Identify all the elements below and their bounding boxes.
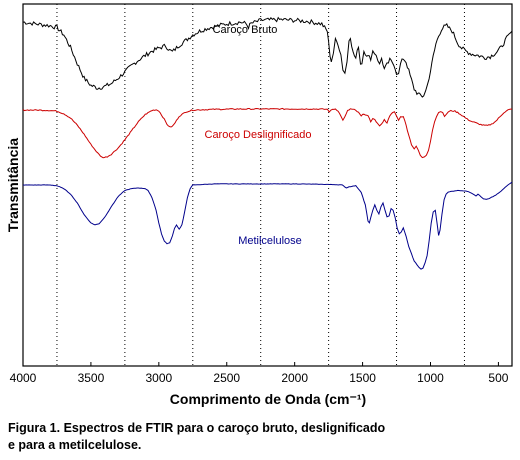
x-tick-label-4000: 4000: [10, 371, 37, 385]
series-line-2: [22, 181, 513, 270]
x-tick-label-3000: 3000: [145, 371, 172, 385]
series-layer: Caroço Bruto Caroço Deslignificado Metilce…: [22, 16, 513, 270]
x-tick-label-1500: 1500: [349, 371, 376, 385]
x-tick-label-500: 500: [488, 371, 508, 385]
x-axis-label: Comprimento de Onda (cm⁻¹): [170, 391, 366, 407]
caption-line-2: e para a metilcelulose.: [8, 438, 142, 452]
reference-lines: [56, 4, 465, 366]
figure-caption: Figura 1. Espectros de FTIR para o caroç…: [8, 420, 513, 454]
y-axis-label: Transmitância: [5, 138, 21, 232]
x-tick-label-1000: 1000: [417, 371, 444, 385]
x-axis-ticks: 4000 3500 3000 2500 2000 1500 1000 500: [10, 362, 509, 385]
series-label-2: Metilcelulose: [238, 235, 302, 247]
series-line-0: [22, 16, 513, 98]
caption-line-1: Figura 1. Espectros de FTIR para o caroç…: [8, 421, 386, 435]
plot-frame: [22, 3, 513, 367]
x-tick-label-3500: 3500: [78, 371, 105, 385]
x-tick-label-2000: 2000: [281, 371, 308, 385]
series-label-1: Caroço Deslignificado: [205, 129, 312, 141]
x-tick-label-2500: 2500: [213, 371, 240, 385]
series-line-1: [22, 107, 513, 159]
ftir-chart: Caroço Bruto Caroço Deslignificado Metilce…: [5, 3, 513, 407]
series-label-0: Caroço Bruto: [213, 24, 278, 36]
